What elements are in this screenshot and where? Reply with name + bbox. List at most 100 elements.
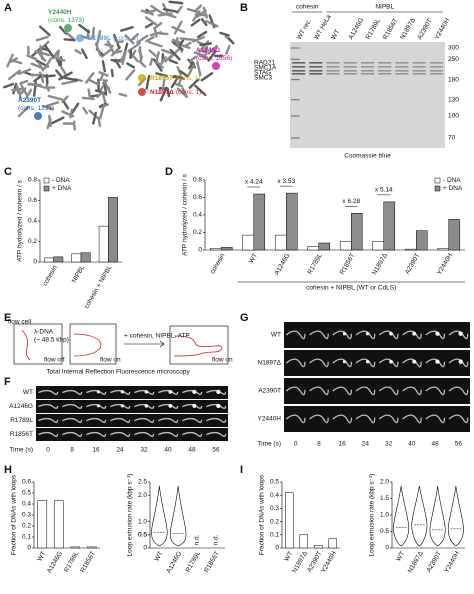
helix xyxy=(144,22,154,29)
bar xyxy=(80,252,91,263)
dna-on xyxy=(73,333,102,357)
band xyxy=(395,62,409,64)
helix xyxy=(138,45,143,62)
band xyxy=(412,62,426,64)
ladder-band xyxy=(291,137,300,139)
bar xyxy=(86,546,97,549)
band xyxy=(343,73,357,75)
dna-image xyxy=(332,358,353,368)
dna-image xyxy=(38,431,59,437)
panel-letter: G xyxy=(240,312,249,324)
mutation-site xyxy=(138,88,146,96)
bar xyxy=(318,242,331,251)
helix xyxy=(200,17,208,27)
helix xyxy=(200,72,214,82)
flow-cell xyxy=(13,323,63,365)
band xyxy=(412,70,426,72)
band xyxy=(429,62,443,64)
x-tick-label: A1246G xyxy=(165,550,183,574)
marker-label: 130 xyxy=(448,96,459,103)
marker-label: 100 xyxy=(448,113,459,120)
bar xyxy=(339,241,352,251)
helix xyxy=(47,94,64,101)
y-tick-label: 0.5 xyxy=(138,532,147,539)
y-tick-label: 0.1 xyxy=(22,534,31,541)
dna-image xyxy=(378,330,399,340)
fold-label: x 6.28 xyxy=(342,198,360,205)
helix xyxy=(179,70,189,78)
dna-image xyxy=(158,417,179,423)
helix xyxy=(33,74,42,83)
time-label: 48 xyxy=(188,447,196,454)
flow-label: flow off xyxy=(44,357,65,364)
helix xyxy=(94,89,107,95)
bar xyxy=(307,246,320,251)
helix xyxy=(17,105,30,118)
helix xyxy=(168,59,178,65)
helix xyxy=(63,76,79,82)
violin xyxy=(429,485,446,547)
mutation-label: Y2440H (cons. 1373) xyxy=(48,9,84,24)
lane-label: R1856T xyxy=(382,17,400,41)
mutation-site xyxy=(138,74,146,82)
mutation-label: A2390T (cons. 1231) xyxy=(18,97,54,112)
band xyxy=(412,66,426,68)
dna-image xyxy=(182,417,203,423)
helix xyxy=(188,78,200,89)
x-tick-label: Y2440H xyxy=(443,550,461,574)
bar xyxy=(209,248,222,251)
y-tick-label: 0.3 xyxy=(22,512,31,519)
band xyxy=(360,66,375,68)
band xyxy=(309,70,323,72)
dna-image xyxy=(425,330,446,340)
helix xyxy=(181,87,188,98)
helix xyxy=(130,33,139,42)
x-tick-label: WT xyxy=(153,550,164,562)
time-label: 56 xyxy=(455,441,463,448)
time-label: 0 xyxy=(294,441,298,448)
y-tick-label: 0 xyxy=(275,545,279,552)
dna-image xyxy=(425,386,446,396)
lane-label: A2390T xyxy=(416,18,433,41)
helix xyxy=(78,23,91,34)
helix xyxy=(115,40,125,44)
annotation: n.d. xyxy=(212,534,219,545)
loop-spot xyxy=(389,359,393,364)
dna-image xyxy=(332,414,353,424)
band xyxy=(292,66,306,68)
helix xyxy=(126,62,135,69)
time-label: 32 xyxy=(385,441,393,448)
flow-label: flow on xyxy=(100,357,121,364)
y-tick-label: 0.8 xyxy=(193,177,202,184)
dna-image xyxy=(309,414,329,424)
y-tick-label: 2.0 xyxy=(380,479,389,486)
x-tick-label: A1246G xyxy=(273,252,291,276)
time-label: 16 xyxy=(339,441,347,448)
y-tick-label: 0.8 xyxy=(28,177,37,184)
time-label: 32 xyxy=(140,447,148,454)
bar xyxy=(53,256,64,263)
bar xyxy=(328,538,337,549)
x-tick-label: A1246G xyxy=(46,550,64,574)
dna-image xyxy=(378,386,399,396)
dna-image xyxy=(110,417,131,423)
y-tick-label: 0.6 xyxy=(193,194,202,201)
mutation-name: N1897Δ xyxy=(150,89,174,96)
dna-image xyxy=(86,389,107,395)
helix xyxy=(49,116,65,125)
helix xyxy=(153,28,158,38)
ladder-band xyxy=(291,115,300,117)
dna-image xyxy=(402,414,422,424)
mutation-label: R1789L (cons. 1) xyxy=(88,35,138,42)
loop-spot xyxy=(96,390,100,394)
legend-label: - DNA xyxy=(443,177,461,184)
flow-label: flow on xyxy=(212,357,233,364)
x-tick-label: WT xyxy=(36,550,47,562)
band xyxy=(343,70,357,72)
lane-label: WT xyxy=(330,29,341,41)
x-tick-label: R1856T xyxy=(79,550,97,574)
helix xyxy=(26,54,38,61)
conservation: (cons. 1373) xyxy=(48,17,84,24)
y-tick-label: 0.4 xyxy=(193,212,202,219)
y-tick-label: 0.2 xyxy=(28,238,37,245)
